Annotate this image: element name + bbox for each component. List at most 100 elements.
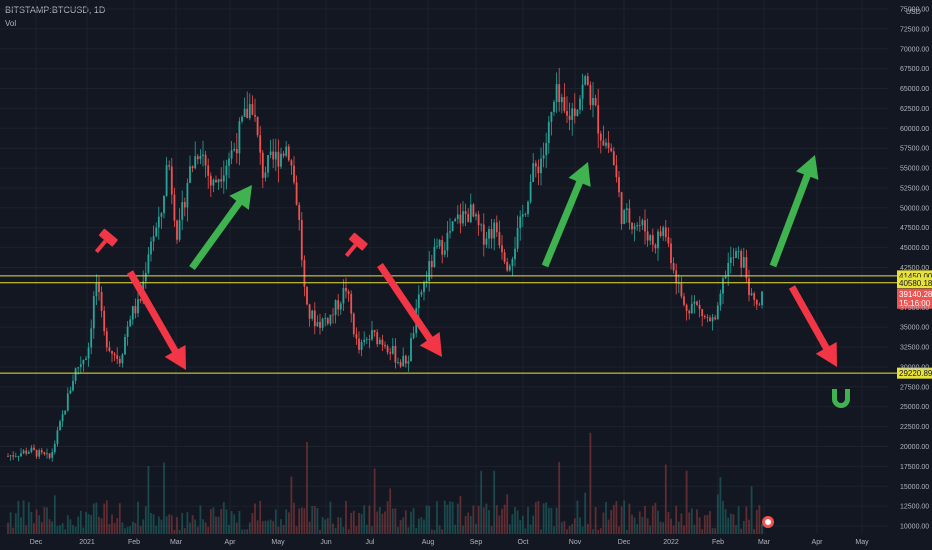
volume-bar (428, 505, 431, 534)
volume-bar (35, 509, 38, 534)
candle-body (87, 347, 90, 359)
y-tick-label: 17500.00 (900, 464, 929, 471)
volume-bar (675, 505, 678, 534)
hammer-head (348, 232, 368, 251)
volume-bar (633, 517, 636, 534)
volume-bar (519, 520, 522, 534)
x-tick-label: May (271, 539, 285, 546)
x-tick-label: Dec (30, 539, 43, 546)
volume-bar (163, 462, 165, 534)
candle-body (542, 155, 545, 159)
candle-body (675, 270, 678, 284)
candle-body (441, 239, 444, 255)
volume-bar (659, 521, 662, 534)
volume-bar (222, 502, 225, 534)
volume-bar (324, 519, 327, 534)
volume-bar (438, 525, 441, 534)
candle-body (264, 172, 267, 178)
volume-bar (737, 506, 740, 534)
y-tick-label: 52500.00 (900, 185, 929, 192)
volume-bar (285, 509, 288, 534)
volume-bar (215, 516, 217, 534)
candle-body (176, 220, 178, 240)
candle-body (183, 202, 186, 208)
volume-bar (646, 518, 649, 534)
volume-bar (40, 522, 43, 534)
candle-body (222, 175, 225, 182)
candle-body (553, 101, 555, 112)
volume-bar (238, 510, 241, 534)
event-icon-inner (765, 519, 771, 525)
volume-bar (532, 515, 535, 534)
grid (0, 0, 888, 534)
candle-body (456, 214, 459, 219)
volume-bar (321, 517, 324, 534)
volume-bar (482, 507, 485, 534)
candle-body (758, 304, 761, 306)
candle-body (69, 390, 72, 394)
candle-body (46, 453, 48, 455)
volume-bar (563, 520, 566, 534)
volume-bar (537, 500, 540, 534)
candle-body (529, 182, 532, 202)
volume-bar (267, 520, 269, 534)
volume-bar (360, 513, 363, 534)
symbol-label[interactable]: BITSTAMP:BTCUSD (5, 5, 89, 15)
level-label-bg (897, 367, 932, 379)
candle-body (248, 104, 251, 119)
candle-body (56, 430, 59, 444)
candle-body (274, 151, 277, 160)
candle-body (727, 262, 730, 276)
candle-body (235, 148, 238, 154)
candle-body (480, 224, 483, 226)
arrow-up-3 (769, 155, 819, 268)
candle-body (579, 98, 581, 110)
volume-bar (142, 519, 145, 534)
candle-body (12, 455, 15, 457)
arrow-down-2 (377, 263, 442, 357)
volume-bar (755, 509, 758, 534)
candle-body (438, 239, 441, 247)
candle-body (670, 243, 672, 264)
candle-body (527, 201, 529, 214)
candle-body (48, 453, 51, 458)
candle-body (540, 158, 542, 174)
candle-body (321, 318, 324, 328)
candle-body (688, 310, 691, 314)
candle-body (454, 218, 457, 222)
volume-bar (456, 503, 459, 534)
candle-body (537, 166, 540, 174)
volume-bar (397, 526, 399, 534)
candle-body (493, 222, 496, 239)
volume-bar (316, 508, 319, 534)
volume-bar (183, 528, 186, 534)
candle-body (303, 259, 306, 287)
candle-body (495, 222, 498, 233)
candle-body (433, 246, 436, 268)
volume-bar (417, 518, 420, 534)
volume-bar (350, 512, 353, 534)
volume-bar (178, 529, 181, 534)
y-tick-label: 32500.00 (900, 345, 929, 352)
volume-bar (693, 524, 696, 534)
arrow-down-3 (788, 285, 837, 367)
volume-bar (511, 514, 514, 534)
hammer-icon-2 (344, 232, 368, 258)
volume-indicator-label[interactable]: Vol (5, 19, 17, 28)
x-tick-label: Jul (366, 539, 375, 546)
interval-label[interactable]: 1D (93, 5, 106, 15)
volume-bar (56, 526, 59, 534)
candle-body (404, 355, 407, 364)
volume-bar (402, 517, 405, 534)
volume-bar (126, 526, 129, 534)
volume-bar (64, 529, 67, 534)
volume-bar (85, 511, 87, 534)
candle-body (254, 114, 256, 117)
candle-body (584, 76, 587, 85)
volume-bar (657, 510, 659, 534)
volume-bar (100, 518, 103, 534)
candle-body (490, 229, 493, 239)
volume-bar (758, 505, 761, 534)
